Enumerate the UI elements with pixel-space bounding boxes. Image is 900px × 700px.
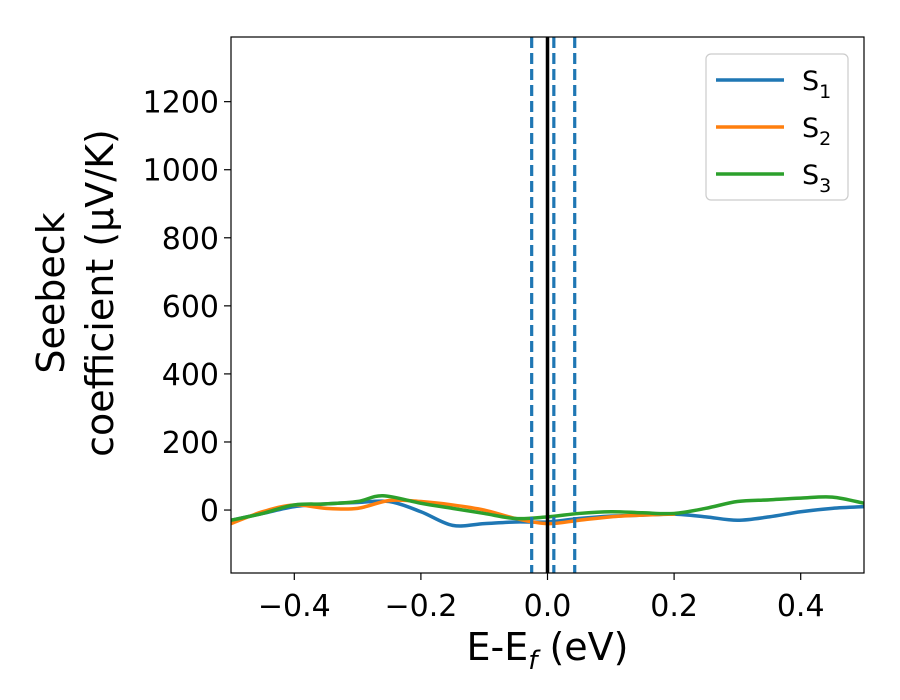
legend-label-subscript: 3 (819, 175, 831, 197)
y-tick-label: 800 (162, 222, 219, 257)
y-tick-label: 0 (200, 494, 219, 529)
x-axis-title-base: E-E (467, 625, 529, 669)
x-axis-title: E-Ef (eV) (467, 625, 629, 676)
legend-label-subscript: 2 (819, 128, 831, 150)
y-tick-label: 200 (162, 426, 219, 461)
x-tick-label: 0.4 (777, 589, 825, 624)
x-tick-label: −0.4 (258, 589, 331, 624)
y-axis-title-line1: Seebeck (29, 212, 73, 373)
y-tick-label: 1000 (143, 154, 219, 189)
y-tick-label: 1200 (143, 86, 219, 121)
legend-label-base: S (802, 66, 819, 97)
y-axis-title-line2: coefficient (μV/K) (78, 129, 122, 457)
legend-label-base: S (802, 160, 819, 191)
plot-area (231, 37, 864, 573)
legend-label-s2: S2 (802, 113, 831, 150)
axes: −0.4 −0.2 0.0 0.2 0.4 0 200 400 600 800 1000 1200 E-… (29, 86, 825, 676)
y-tick-label: 600 (162, 290, 219, 325)
y-tick-label: 400 (162, 358, 219, 393)
legend-label-s1: S1 (802, 66, 831, 103)
x-tick-label: 0.2 (650, 589, 698, 624)
legend-label-subscript: 1 (819, 81, 831, 103)
x-axis-title-unit: (eV) (537, 625, 628, 669)
x-tick-label: −0.2 (384, 589, 457, 624)
x-tick-label: 0.0 (524, 589, 572, 624)
legend-label-s3: S3 (802, 160, 831, 197)
legend-label-base: S (802, 113, 819, 144)
